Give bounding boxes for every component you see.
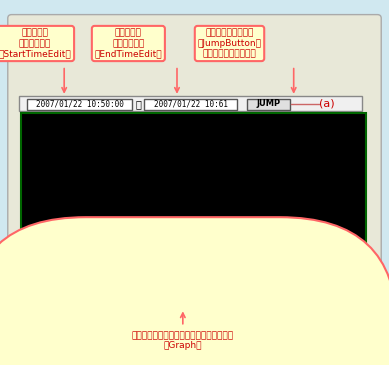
Text: JUMP: JUMP xyxy=(256,99,280,108)
Text: (a): (a) xyxy=(319,99,335,109)
Text: エディット
コントロール
「StartTimeEdit」: エディット コントロール 「StartTimeEdit」 xyxy=(0,28,72,58)
Text: 2007/01/22
10:50:03: 2007/01/22 10:50:03 xyxy=(49,127,77,138)
Text: 2007/01/22
10:50:12: 2007/01/22 10:50:12 xyxy=(92,292,117,300)
Text: ～: ～ xyxy=(135,99,141,109)
Text: 2007/01/22
10:51:00: 2007/01/22 10:51:00 xyxy=(340,292,364,300)
Text: ▲: ▲ xyxy=(46,272,52,281)
Text: 2007/01/22
10:50:36: 2007/01/22 10:50:36 xyxy=(216,292,241,300)
Text: [: [ xyxy=(355,145,360,154)
Text: 図4　トレンドグラフの日時指定ジャンプ画面例: 図4 トレンドグラフの日時指定ジャンプ画面例 xyxy=(117,350,272,363)
Text: 2007/01/22 10:61: 2007/01/22 10:61 xyxy=(154,99,228,108)
Text: 2007/01/22 10:50:00: 2007/01/22 10:50:00 xyxy=(36,99,124,108)
Text: ボタンコントロール
「JumpButton」
（スクリプトを記述）: ボタンコントロール 「JumpButton」 （スクリプトを記述） xyxy=(198,28,261,58)
Text: 2007/01/22
10:50:57: 2007/01/22 10:50:57 xyxy=(317,127,346,138)
Text: [: [ xyxy=(355,204,360,214)
Text: エディット
コントロール
「EndTimeEdit」: エディット コントロール 「EndTimeEdit」 xyxy=(95,28,162,58)
Y-axis label: Title01 [kg]: Title01 [kg] xyxy=(10,189,14,225)
Text: 2007/01/22
10:50:24: 2007/01/22 10:50:24 xyxy=(154,292,179,300)
Text: ▼: ▼ xyxy=(46,133,52,142)
Text: 2007/01/22
10:50:48: 2007/01/22 10:50:48 xyxy=(278,292,303,300)
Text: ▲: ▲ xyxy=(343,272,349,281)
Text: 2007/01/22
10:50:00: 2007/01/22 10:50:00 xyxy=(30,292,55,300)
Text: ▼: ▼ xyxy=(343,133,349,142)
Text: ヒストリカルトレンドグラフコントロール
「Graph」: ヒストリカルトレンドグラフコントロール 「Graph」 xyxy=(132,331,234,350)
